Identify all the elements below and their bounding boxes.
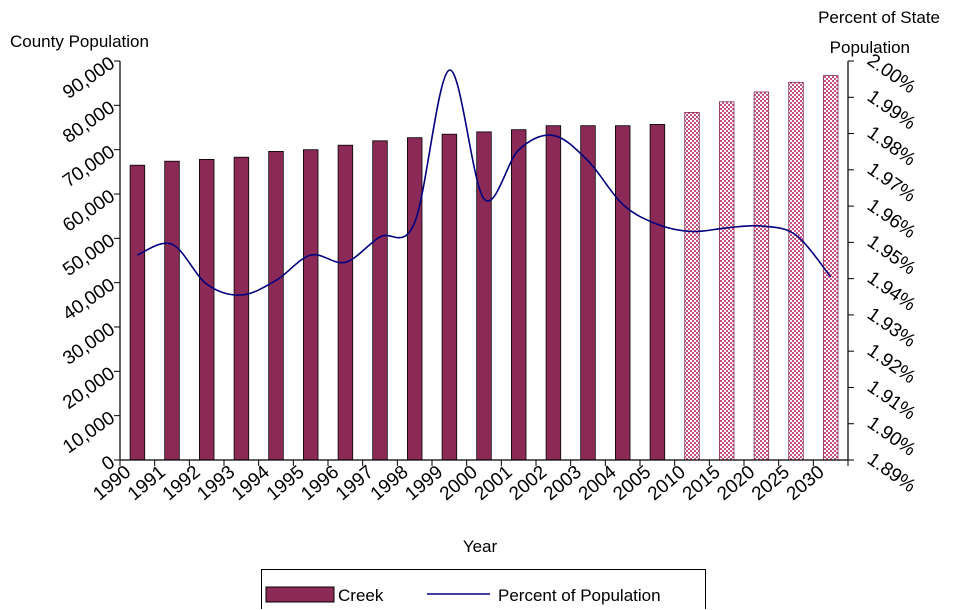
x-tick-label-1997: 1997 (332, 462, 378, 505)
bar-series (130, 76, 838, 460)
x-tick-label-2001: 2001 (471, 462, 517, 505)
right-axis-title-line1: Percent of State (818, 8, 940, 27)
x-tick-label-2015: 2015 (679, 462, 725, 505)
left-tick-label: 90,000 (59, 53, 119, 104)
bar-2020 (754, 92, 769, 460)
x-tick-label-1991: 1991 (124, 462, 170, 505)
bar-1991 (165, 161, 180, 460)
x-tick-labels: 1990199119921993199419951996199719981999… (89, 461, 828, 505)
legend-creek-swatch (266, 587, 334, 602)
left-tick-label: 70,000 (59, 142, 119, 193)
left-tick-label: 60,000 (59, 186, 119, 237)
left-tick-label: 80,000 (59, 97, 119, 148)
left-tick-label: 30,000 (59, 319, 119, 370)
legend-percent-label: Percent of Population (498, 586, 661, 605)
left-tick-labels: 010,00020,00030,00040,00050,00060,00070,… (59, 53, 119, 475)
right-tick-label: 1.89% (863, 449, 919, 497)
x-tick-label-2002: 2002 (505, 462, 551, 505)
bar-1997 (373, 141, 388, 460)
x-tick-label-2004: 2004 (575, 461, 621, 505)
bar-1993 (234, 157, 249, 460)
bar-1995 (303, 150, 318, 460)
left-axis-title: County Population (10, 32, 149, 51)
bar-1994 (269, 151, 284, 460)
x-tick-label-1996: 1996 (297, 462, 343, 505)
bar-2002 (546, 126, 561, 460)
x-tick-label-2030: 2030 (783, 462, 829, 505)
bar-2030 (823, 76, 838, 460)
bar-2001 (511, 130, 526, 460)
bar-2010 (685, 112, 700, 460)
x-axis-title: Year (463, 537, 498, 556)
x-tick-label-1994: 1994 (228, 461, 274, 505)
x-tick-label-1998: 1998 (367, 462, 413, 505)
bar-2025 (789, 82, 804, 460)
left-tick-label: 10,000 (59, 408, 119, 459)
legend: Creek Percent of Population (261, 569, 706, 609)
bar-2003 (581, 126, 596, 460)
legend-creek-label: Creek (338, 586, 384, 605)
x-tick-label-1999: 1999 (401, 462, 447, 505)
left-tick-label: 20,000 (59, 363, 119, 414)
x-tick-label-1995: 1995 (263, 462, 309, 505)
bar-2004 (615, 126, 630, 460)
x-tick-label-1993: 1993 (193, 462, 239, 505)
left-tick-label: 40,000 (59, 275, 119, 326)
bar-1998 (407, 138, 422, 460)
x-tick-label-1992: 1992 (159, 462, 205, 505)
bar-1999 (442, 134, 457, 460)
right-tick-labels: 1.89%1.90%1.91%1.92%1.93%1.94%1.95%1.96%… (863, 50, 919, 497)
x-tick-label-2005: 2005 (609, 462, 655, 505)
bar-2000 (477, 132, 492, 460)
x-tick-label-2000: 2000 (436, 462, 482, 505)
left-tick-label: 50,000 (59, 230, 119, 281)
x-tick-label-2020: 2020 (713, 462, 759, 505)
bar-2015 (719, 102, 734, 460)
x-tick-label-2003: 2003 (540, 462, 586, 505)
x-tick-label-2025: 2025 (748, 462, 794, 505)
x-tick-label-2010: 2010 (644, 462, 690, 505)
bar-1990 (130, 165, 145, 460)
bar-2005 (650, 124, 665, 460)
bar-1996 (338, 145, 353, 460)
bar-1992 (199, 159, 214, 460)
right-axis-title-line2: Population (830, 38, 910, 57)
